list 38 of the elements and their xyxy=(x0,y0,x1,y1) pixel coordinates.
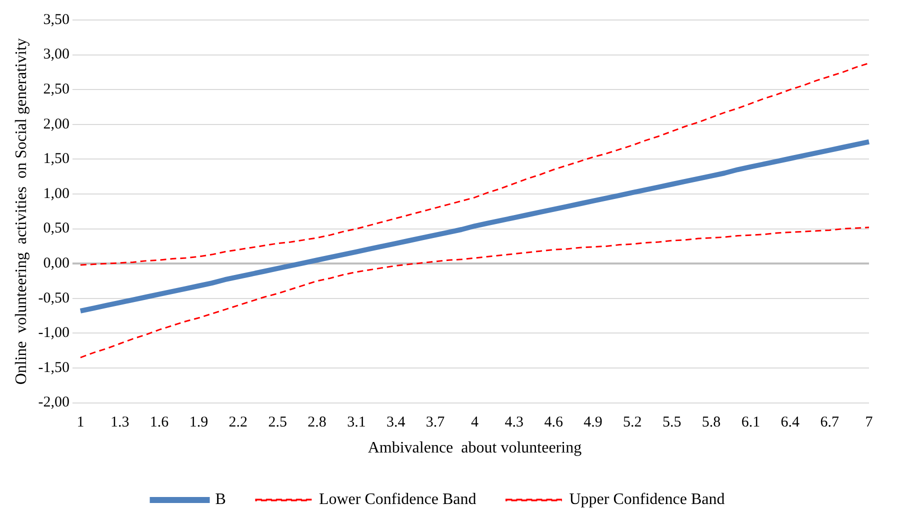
x-tick-label: 2.2 xyxy=(228,414,248,431)
x-tick-label: 5.5 xyxy=(662,414,682,431)
legend-label: Lower Confidence Band xyxy=(318,491,476,508)
y-tick-label: 0,50 xyxy=(43,220,70,237)
x-tick-label: 5.8 xyxy=(702,414,721,431)
y-tick-label: 3,50 xyxy=(43,12,70,28)
x-tick-label: 4 xyxy=(470,414,479,431)
x-tick-label: 3.1 xyxy=(347,414,366,431)
x-tick-label: 1 xyxy=(76,414,84,431)
y-tick-label: -0,50 xyxy=(38,290,70,306)
x-tick-label: 4.6 xyxy=(544,414,564,431)
x-tick-label: 1.9 xyxy=(189,414,208,431)
x-tick-label: 4.9 xyxy=(584,414,602,431)
x-tick-label: 1.3 xyxy=(110,414,130,431)
y-tick-label: 2,00 xyxy=(43,116,70,132)
legend-label: Upper Confidence Band xyxy=(569,491,725,508)
y-axis-title: Online volunteering activities on Social generativity xyxy=(12,38,30,385)
y-tick-label: -1,50 xyxy=(38,360,70,376)
x-tick-label: 6.7 xyxy=(820,414,840,431)
y-tick-label: -2,00 xyxy=(38,394,70,411)
legend-label: B xyxy=(215,491,226,508)
x-tick-label: 4.3 xyxy=(504,414,524,431)
x-tick-label: 1.6 xyxy=(150,414,170,431)
y-tick-label: 1,00 xyxy=(43,186,70,202)
x-tick-label: 2.8 xyxy=(308,414,326,431)
x-tick-label: 6.4 xyxy=(780,414,800,431)
y-tick-label: 1,50 xyxy=(43,151,70,168)
y-tick-label: -1,00 xyxy=(38,325,70,342)
x-tick-label: 7 xyxy=(865,414,874,431)
x-tick-label: 3.4 xyxy=(386,414,406,431)
x-axis-title: Ambivalence about volunteering xyxy=(368,440,582,457)
x-tick-label: 6.1 xyxy=(741,414,760,431)
y-tick-label: 2,50 xyxy=(43,82,70,98)
y-tick-label: 0,00 xyxy=(43,256,70,272)
y-tick-label: 3,00 xyxy=(43,46,70,63)
x-tick-label: 3.7 xyxy=(426,414,446,431)
x-tick-label: 5.2 xyxy=(623,414,642,431)
x-tick-label: 2.5 xyxy=(268,414,287,431)
